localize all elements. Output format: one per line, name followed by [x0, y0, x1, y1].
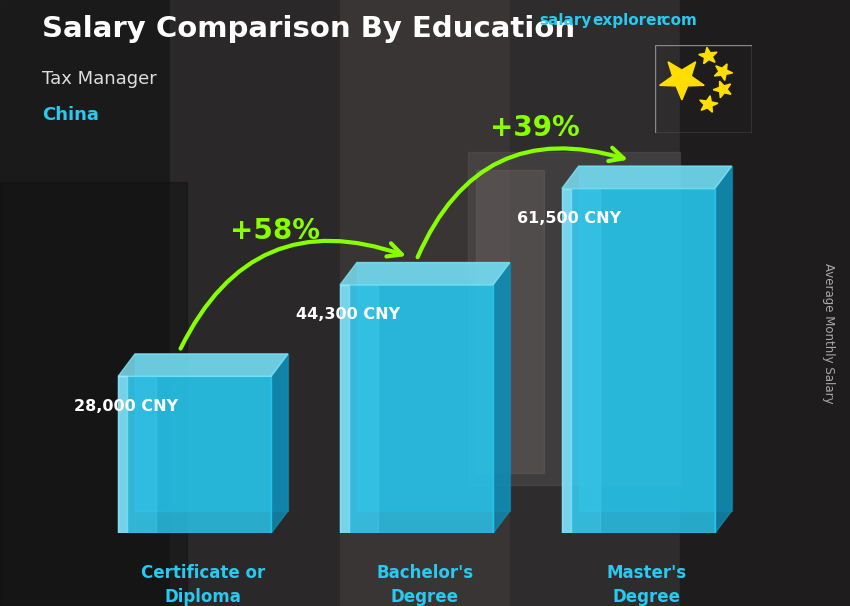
Polygon shape: [571, 188, 600, 533]
Polygon shape: [714, 64, 733, 81]
Polygon shape: [715, 166, 732, 533]
Polygon shape: [118, 354, 288, 376]
Bar: [468, 152, 680, 485]
Polygon shape: [340, 285, 493, 533]
Text: .com: .com: [656, 13, 697, 28]
Text: Master's
Degree: Master's Degree: [607, 564, 687, 606]
Text: Tax Manager: Tax Manager: [42, 70, 157, 88]
Text: salary: salary: [540, 13, 592, 28]
Polygon shape: [700, 96, 718, 112]
Text: Average Monthly Salary: Average Monthly Salary: [822, 263, 836, 404]
Polygon shape: [660, 62, 704, 100]
Bar: [340, 0, 510, 606]
Text: +39%: +39%: [490, 114, 580, 142]
Polygon shape: [579, 166, 732, 511]
Polygon shape: [340, 285, 349, 533]
Text: 44,300 CNY: 44,300 CNY: [296, 307, 399, 322]
Bar: [170, 0, 340, 606]
Polygon shape: [493, 262, 510, 533]
Polygon shape: [349, 285, 378, 533]
Bar: [680, 0, 850, 606]
Text: Certificate or
Diploma: Certificate or Diploma: [141, 564, 265, 606]
Bar: [0, 182, 187, 606]
Polygon shape: [118, 376, 271, 533]
Polygon shape: [713, 81, 731, 98]
Text: +58%: +58%: [230, 216, 320, 245]
Bar: [510, 0, 680, 606]
Polygon shape: [271, 354, 288, 533]
Text: China: China: [42, 106, 99, 124]
Polygon shape: [562, 188, 571, 533]
Polygon shape: [128, 376, 156, 533]
Polygon shape: [562, 188, 715, 533]
Text: Salary Comparison By Education: Salary Comparison By Education: [42, 15, 575, 43]
Polygon shape: [118, 376, 127, 533]
Polygon shape: [340, 262, 510, 285]
Polygon shape: [357, 262, 510, 511]
Text: explorer: explorer: [592, 13, 665, 28]
Text: Bachelor's
Degree: Bachelor's Degree: [377, 564, 473, 606]
Bar: [476, 170, 544, 473]
Bar: [0, 0, 170, 606]
Text: 61,500 CNY: 61,500 CNY: [518, 211, 621, 226]
Text: 28,000 CNY: 28,000 CNY: [74, 399, 178, 414]
Polygon shape: [699, 47, 717, 64]
Polygon shape: [562, 166, 732, 188]
Polygon shape: [135, 354, 288, 511]
